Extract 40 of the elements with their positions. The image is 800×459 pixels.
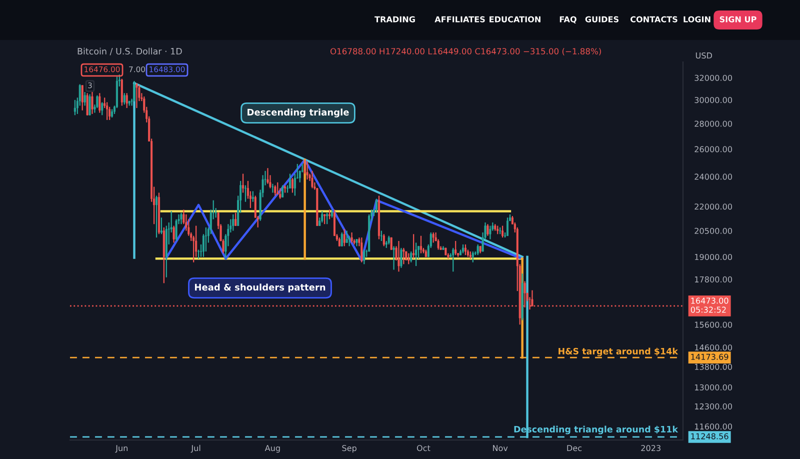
ref-line-label: 16473.00 05:32:52: [690, 298, 728, 313]
text: CONTACTS: [630, 16, 678, 22]
x-tick-label: 2023: [641, 445, 660, 452]
ref-line-label: 14173.69: [691, 354, 728, 360]
y-tick-label: 24000.00: [694, 174, 732, 180]
y-tick-label: 15600.00: [694, 322, 732, 328]
text: LOGIN: [684, 16, 710, 22]
chart-subtitle: O16788.00 H17240.00 L16449.00 C16473.00 −315.00 (−1.88%): [330, 48, 601, 56]
y-tick-label: 20500.00: [694, 228, 732, 234]
text: SIGN UP: [720, 16, 756, 22]
y-tick-label: 22000.00: [694, 204, 732, 210]
x-tick-label: Nov: [493, 445, 508, 452]
chart-title: Bitcoin / U.S. Dollar · 1D: [78, 48, 182, 56]
x-tick-label: Oct: [416, 445, 430, 452]
y-tick-label: 13800.00: [694, 364, 732, 370]
text: GUIDES: [585, 16, 618, 22]
y-tick-label: 28000.00: [694, 120, 732, 127]
x-tick-label: Dec: [567, 445, 582, 452]
text: TRADING: [374, 16, 415, 22]
text: AFFILIATES: [434, 16, 485, 22]
y-tick-label: 32000.00: [694, 74, 732, 81]
annotation: Head & shoulders pattern: [195, 284, 326, 292]
x-tick-label: Jun: [115, 445, 128, 453]
annotation: Descending triangle: [248, 108, 349, 118]
y-axis-title: USD: [696, 52, 712, 59]
y-tick-label: 30000.00: [694, 97, 732, 104]
y-tick-label: 26000.00: [694, 146, 732, 152]
x-tick-label: Aug: [264, 445, 280, 453]
y-tick-label: 11600.00: [694, 423, 732, 430]
y-tick-label: 12300.00: [694, 403, 732, 410]
y-tick-label: 19000.00: [694, 254, 732, 260]
x-tick-label: Sep: [342, 445, 356, 453]
x-tick-label: Jul: [190, 444, 200, 453]
text: FAQ: [560, 16, 576, 24]
y-tick-label: 14600.00: [694, 344, 732, 351]
ref-line-label: 11248.56: [691, 433, 728, 440]
annotation: H&S target around $14k: [558, 348, 678, 356]
y-tick-label: 13000.00: [694, 384, 732, 390]
text: EDUCATION: [490, 16, 540, 22]
y-tick-label: 17800.00: [694, 276, 732, 282]
